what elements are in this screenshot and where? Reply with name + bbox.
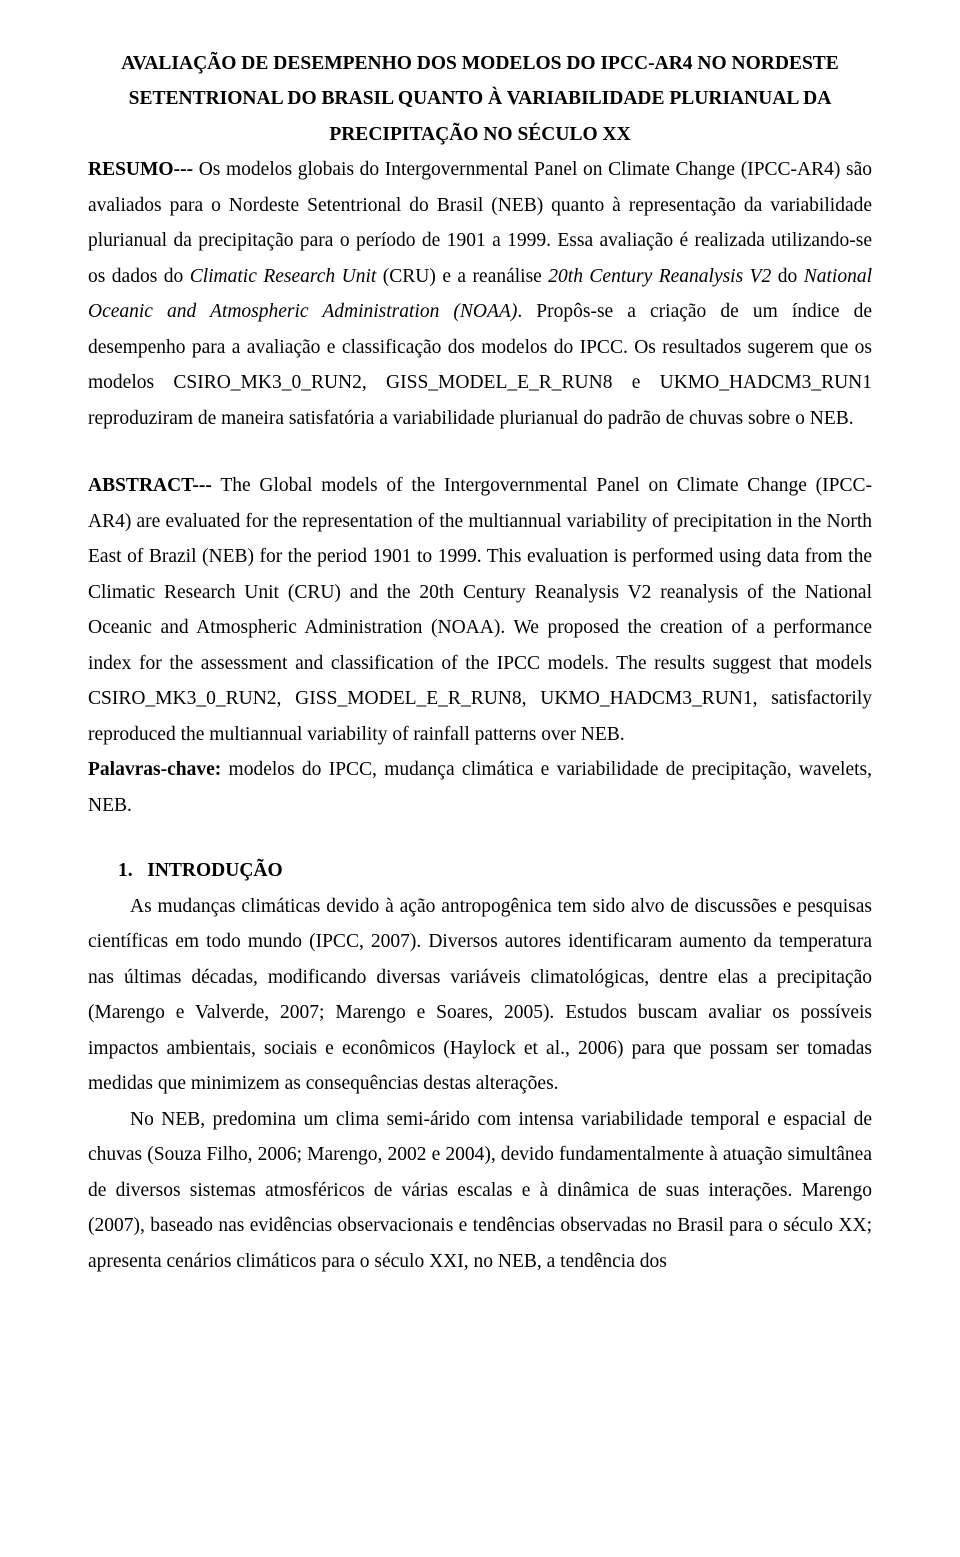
title-line-3: PRECIPITAÇÃO NO SÉCULO XX bbox=[88, 117, 872, 152]
section-1-heading: 1. INTRODUÇÃO bbox=[88, 853, 872, 888]
paper-title: AVALIAÇÃO DE DESEMPENHO DOS MODELOS DO I… bbox=[88, 46, 872, 152]
keywords-paragraph: Palavras-chave: modelos do IPCC, mudança… bbox=[88, 752, 872, 823]
abstract-paragraph: ABSTRACT--- The Global models of the Int… bbox=[88, 468, 872, 752]
abstract-label: ABSTRACT--- bbox=[88, 475, 212, 496]
page: AVALIAÇÃO DE DESEMPENHO DOS MODELOS DO I… bbox=[0, 0, 960, 1557]
section-1-title: INTRODUÇÃO bbox=[147, 860, 282, 881]
resumo-paragraph: RESUMO--- Os modelos globais do Intergov… bbox=[88, 152, 872, 436]
resumo-italic-2: 20th Century Reanalysis V2 bbox=[548, 266, 771, 287]
resumo-text-2: (CRU) e a reanálise bbox=[376, 266, 548, 287]
spacer bbox=[88, 436, 872, 468]
resumo-text-3: do bbox=[771, 266, 803, 287]
section-1-para-2: No NEB, predomina um clima semi-árido co… bbox=[88, 1102, 872, 1279]
abstract-text: The Global models of the Intergovernment… bbox=[88, 475, 872, 744]
resumo-italic-1: Climatic Research Unit bbox=[190, 266, 377, 287]
title-line-2: SETENTRIONAL DO BRASIL QUANTO À VARIABIL… bbox=[88, 81, 872, 116]
section-1-para-1: As mudanças climáticas devido à ação ant… bbox=[88, 889, 872, 1102]
title-line-1: AVALIAÇÃO DE DESEMPENHO DOS MODELOS DO I… bbox=[88, 46, 872, 81]
spacer bbox=[88, 823, 872, 853]
section-1-number: 1. bbox=[118, 860, 133, 881]
keywords-label: Palavras-chave: bbox=[88, 759, 221, 780]
resumo-label: RESUMO--- bbox=[88, 159, 193, 180]
